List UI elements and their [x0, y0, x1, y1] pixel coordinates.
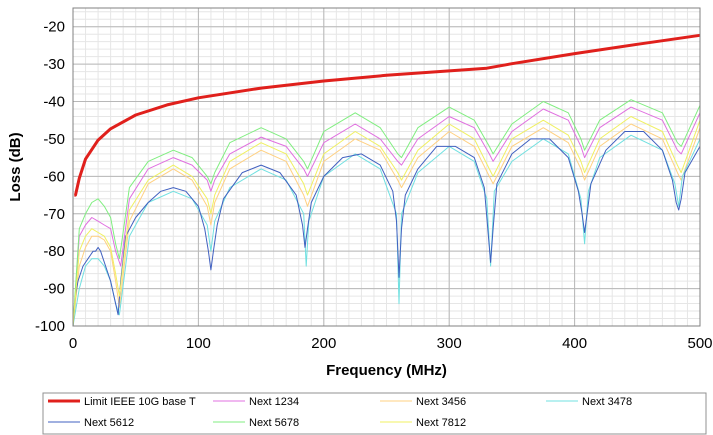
x-axis-title: Frequency (MHz)	[326, 362, 447, 379]
legend-label: Next 5678	[249, 417, 299, 429]
legend-label: Limit IEEE 10G base T	[84, 396, 196, 408]
y-tick-label: -100	[35, 318, 65, 335]
y-tick-label: -40	[43, 94, 65, 111]
y-tick-label: -50	[43, 131, 65, 148]
x-tick-label: 100	[186, 335, 211, 352]
legend-label: Next 3456	[416, 396, 466, 408]
x-tick-labels: 0 100 200 300 400 500	[69, 335, 713, 352]
y-tick-labels: -100 -90 -80 -70 -60 -50 -40 -30 -20	[35, 19, 65, 335]
y-axis-title: Loss (dB)	[7, 132, 24, 201]
x-tick-label: 400	[562, 335, 587, 352]
legend: Limit IEEE 10G base T Next 1234 Next 3456 N…	[43, 393, 706, 434]
minor-gridlines	[73, 8, 700, 326]
legend-label: Next 3478	[582, 396, 632, 408]
legend-label: Next 1234	[249, 396, 299, 408]
x-tick-label: 200	[311, 335, 336, 352]
x-tick-label: 300	[437, 335, 462, 352]
y-tick-label: -30	[43, 56, 65, 73]
legend-label: Next 5612	[84, 417, 134, 429]
x-tick-label: 0	[69, 335, 77, 352]
y-tick-label: -60	[43, 168, 65, 185]
legend-label: Next 7812	[416, 417, 466, 429]
series-line-limit-ieee-10g-base-t	[74, 35, 700, 195]
y-tick-label: -90	[43, 281, 65, 298]
y-tick-label: -70	[43, 206, 65, 223]
y-tick-label: -80	[43, 243, 65, 260]
y-tick-label: -20	[43, 19, 65, 36]
x-tick-label: 500	[687, 335, 712, 352]
